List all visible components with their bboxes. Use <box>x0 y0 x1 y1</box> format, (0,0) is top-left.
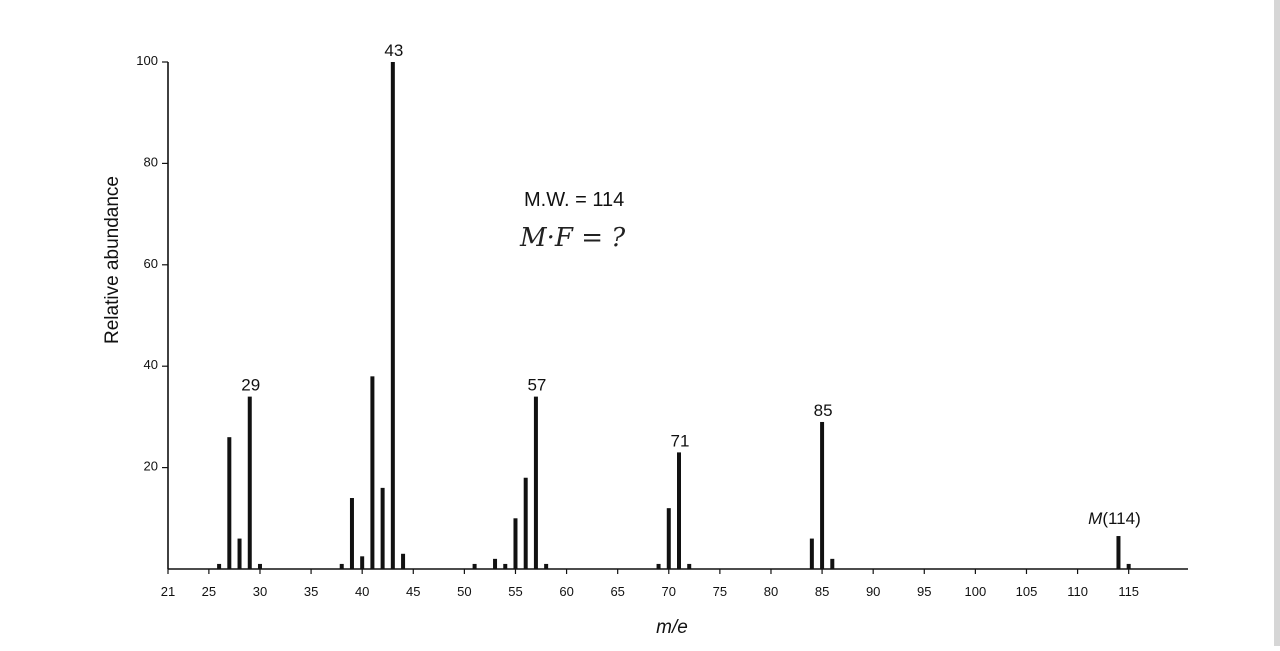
y-axis-title: Relative abundance <box>102 176 123 344</box>
peak-label: 29 <box>241 376 260 395</box>
peak-label: M(114) <box>1088 509 1141 528</box>
x-tick-label: 105 <box>1016 584 1038 599</box>
peak-label: 85 <box>814 401 833 420</box>
x-tick-label: 80 <box>764 584 778 599</box>
x-tick-label: 35 <box>304 584 318 599</box>
tick-group: 21 25 30 35 40 45 50 55 60 65 70 75 80 85 90 95 100 105 11… <box>136 53 1139 599</box>
molecular-weight-note: M.W. = 114 <box>524 189 624 211</box>
peak-bar <box>656 563 661 569</box>
x-tick-label: 90 <box>866 584 880 599</box>
peak-bar <box>227 437 232 569</box>
peak-label: 43 <box>384 41 403 60</box>
x-tick-label: 25 <box>202 584 216 599</box>
x-tick-label: 40 <box>355 584 369 599</box>
x-tick-label: 30 <box>253 584 267 599</box>
peak-bar <box>1126 563 1131 569</box>
peak-label: 57 <box>527 376 546 395</box>
y-tick-label: 60 <box>144 256 158 271</box>
peak-bar <box>666 508 671 569</box>
peak-bar <box>370 376 375 569</box>
x-tick-label: 95 <box>917 584 931 599</box>
x-tick-label: 50 <box>457 584 471 599</box>
peak-bar <box>687 563 692 569</box>
peak-bar <box>820 421 825 569</box>
peak-bar <box>401 553 406 569</box>
peak-bar <box>533 396 538 569</box>
x-tick-label: 45 <box>406 584 420 599</box>
peak-label: 71 <box>671 431 690 450</box>
peak-bar <box>523 477 528 569</box>
page-edge <box>1274 0 1280 646</box>
peak-bar <box>217 563 222 569</box>
x-tick-label: 100 <box>965 584 987 599</box>
peak-bars <box>217 62 1131 569</box>
x-tick-label: 21 <box>161 584 175 599</box>
x-tick-label: 65 <box>610 584 624 599</box>
y-tick-label: 80 <box>144 154 158 169</box>
x-tick-label: 70 <box>662 584 676 599</box>
peak-bar <box>380 487 385 569</box>
peak-bar <box>677 452 681 569</box>
peak-bar <box>809 538 814 569</box>
y-tick-label: 100 <box>136 53 158 68</box>
peak-bar <box>257 563 262 569</box>
molecular-formula-note: M·F = ? <box>519 223 626 253</box>
peak-bar <box>339 563 344 569</box>
peak-bar <box>830 558 835 569</box>
y-tick-label: 40 <box>144 357 158 372</box>
peak-bar <box>247 396 252 569</box>
y-tick-label: 20 <box>144 459 158 474</box>
peak-bar <box>349 498 354 569</box>
peak-bar <box>544 563 549 569</box>
x-tick-label: 60 <box>559 584 573 599</box>
peak-bar <box>390 62 395 569</box>
peak-bar <box>472 563 477 569</box>
peak-bar <box>237 538 242 569</box>
peak-bar <box>360 556 365 569</box>
x-tick-label: 85 <box>815 584 829 599</box>
x-axis-title: m/e <box>656 617 688 638</box>
peak-labels: 29 43 57 71 85 M(114) <box>241 41 1140 528</box>
x-tick-label: 115 <box>1118 584 1139 599</box>
peak-bar <box>493 558 498 569</box>
peak-bar <box>503 563 508 569</box>
x-tick-label: 110 <box>1067 584 1088 599</box>
x-tick-label: 55 <box>508 584 522 599</box>
x-tick-label: 75 <box>713 584 727 599</box>
peak-bar <box>1116 536 1121 569</box>
peak-bar <box>513 518 518 569</box>
